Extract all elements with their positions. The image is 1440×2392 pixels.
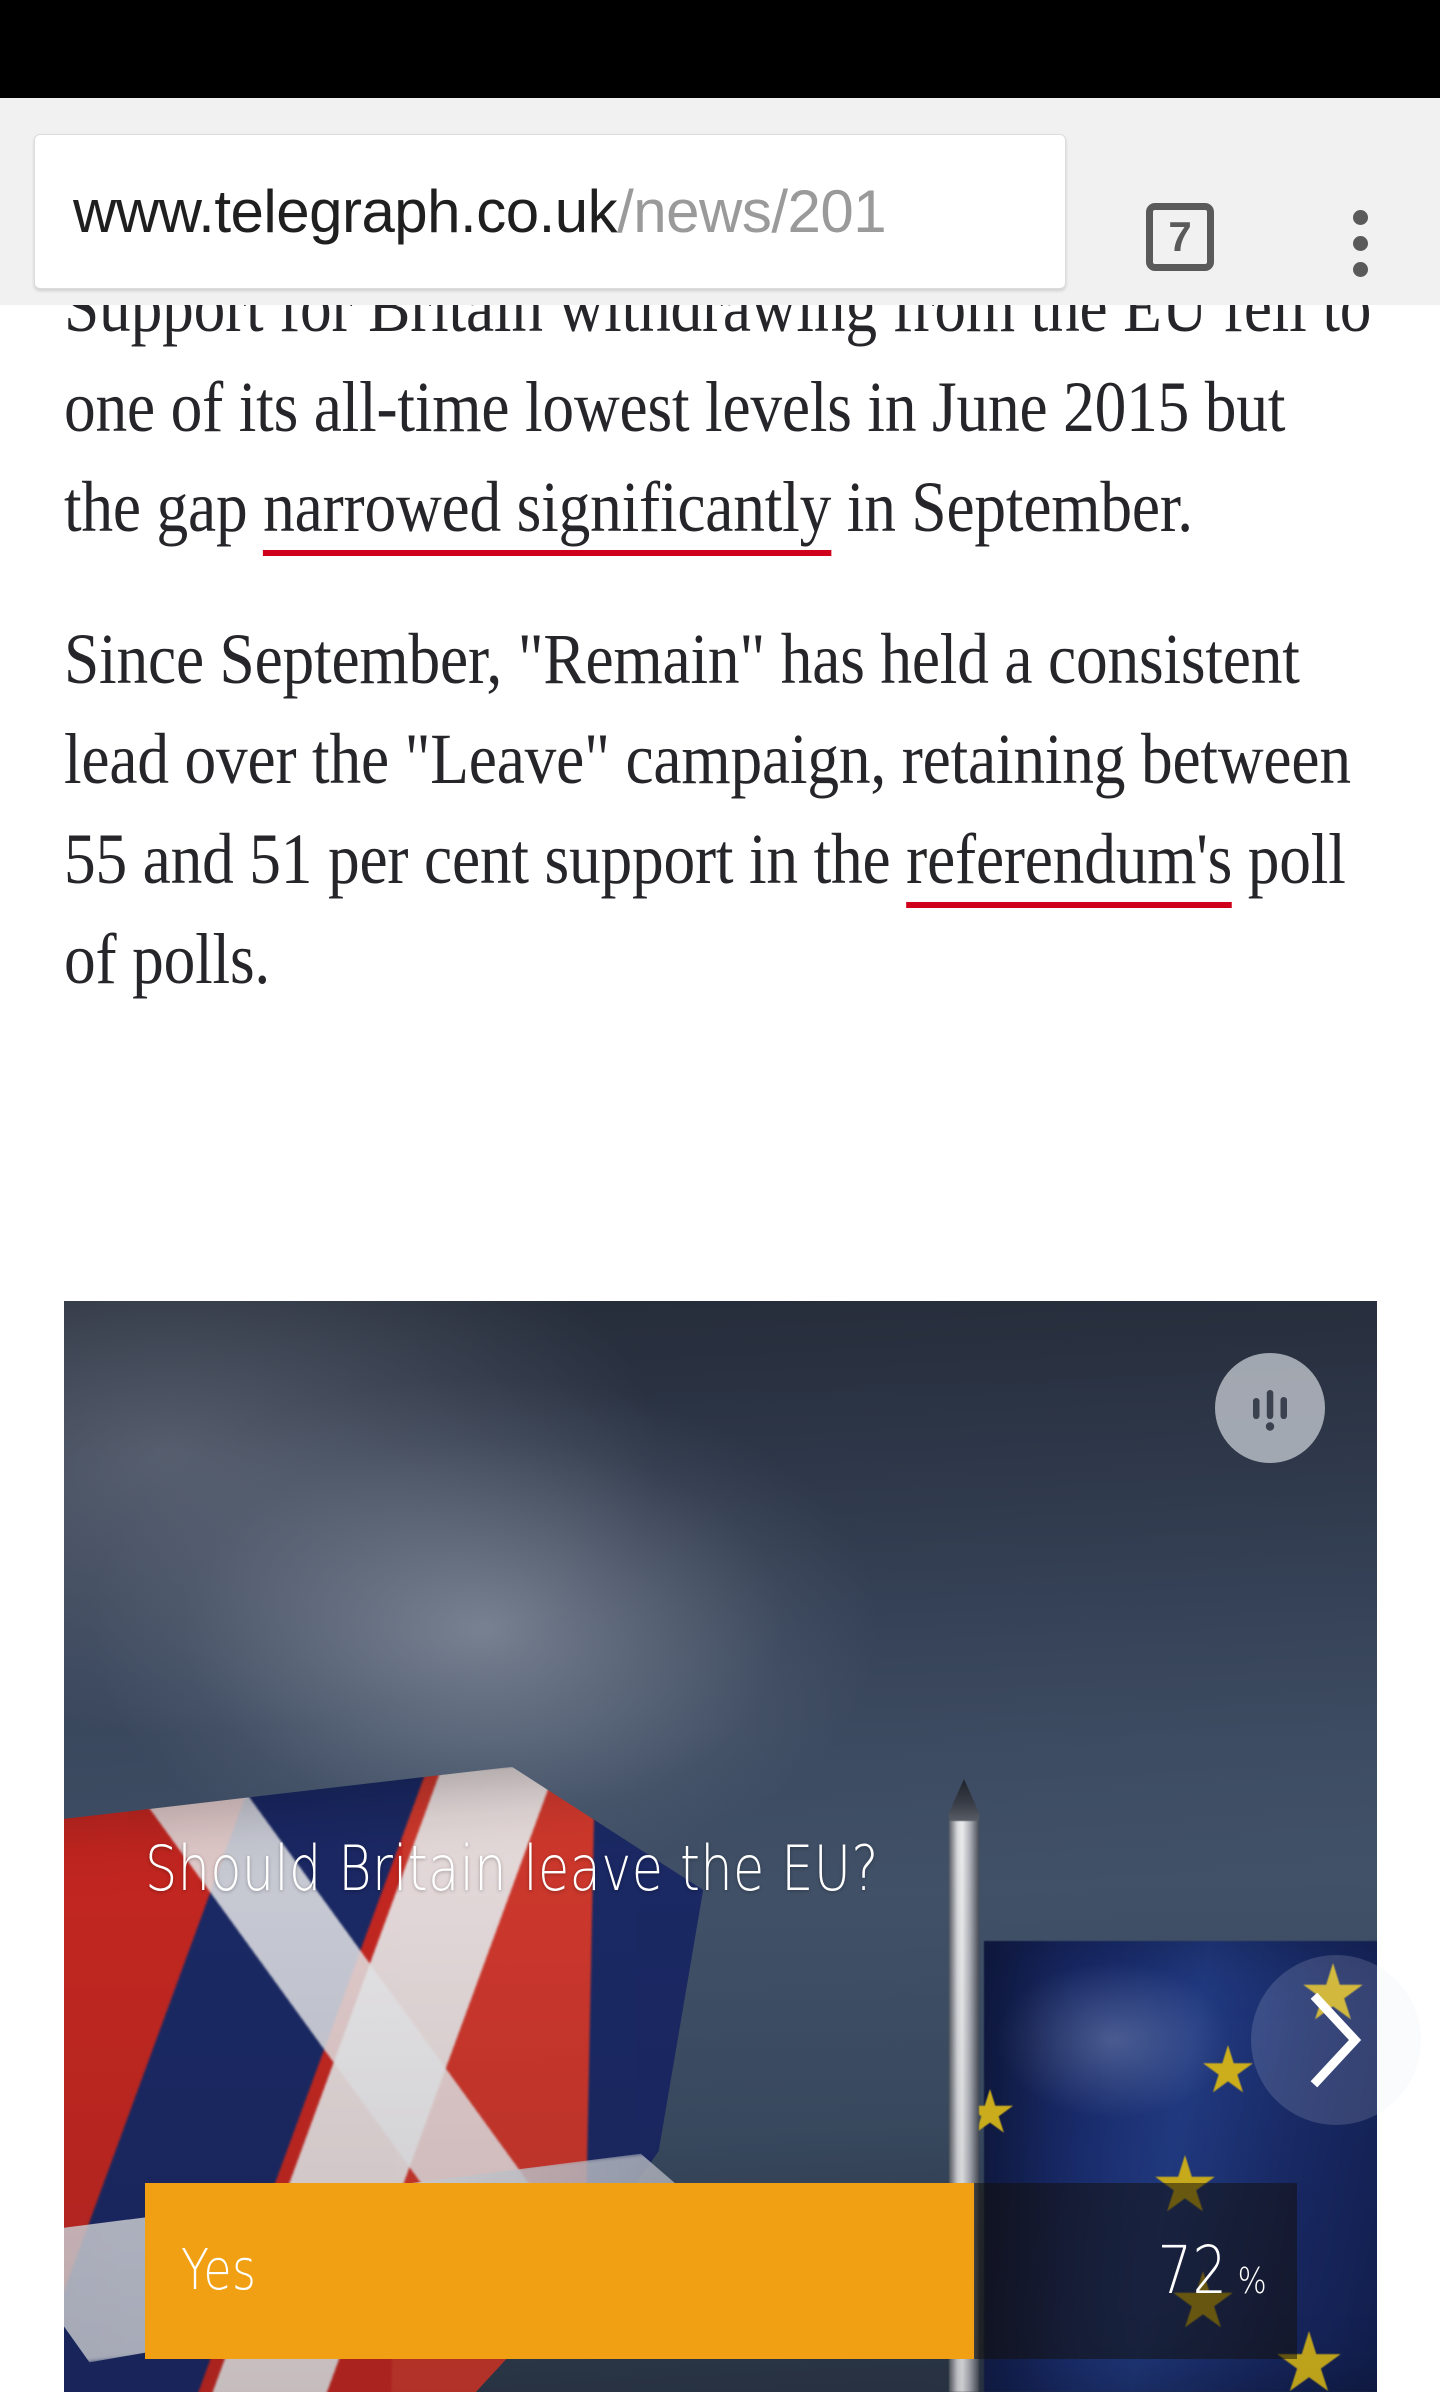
opinary-brand-icon[interactable] <box>1215 1353 1325 1463</box>
android-status-bar <box>0 0 1440 98</box>
article-text: Since September, "Remain" has held a con… <box>64 619 1351 899</box>
overflow-menu-button[interactable] <box>1320 198 1400 288</box>
article-paragraph: Support for Britain withdrawing from the… <box>64 305 1376 557</box>
poll-answer-percent-symbol: % <box>1237 2261 1267 2302</box>
omnibox-host: www.telegraph.co.uk <box>73 177 618 245</box>
address-bar[interactable]: www.telegraph.co.uk/news/201 <box>34 134 1066 289</box>
poll-answer-row[interactable]: Yes 72% <box>145 2183 1297 2359</box>
menu-dot-icon <box>1352 261 1368 277</box>
poll-question-text: Should Britain leave the EU? <box>145 1832 879 1905</box>
menu-dot-icon <box>1352 235 1368 251</box>
omnibox-url: www.telegraph.co.uk/news/201 <box>73 181 887 242</box>
article-text: poll of polls. <box>64 819 1346 999</box>
poll-answer-percent-number: 72 <box>1157 2232 1228 2309</box>
poll-next-button[interactable] <box>1251 1955 1421 2125</box>
tab-count-label: 7 <box>1168 213 1192 260</box>
article-text: in September. <box>831 467 1193 547</box>
omnibox-path: /news/201 <box>617 177 887 245</box>
article-text: Support for Britain withdrawing from the… <box>64 305 1372 547</box>
article-inline-link[interactable]: referendum's <box>906 819 1232 908</box>
poll-answer-percent: 72% <box>1150 2238 1269 2304</box>
poll-answer-label: Yes <box>181 2238 257 2303</box>
browser-toolbar: www.telegraph.co.uk/news/201 7 <box>0 98 1440 305</box>
tab-switcher-button[interactable]: 7 <box>1146 203 1214 271</box>
article-paragraph: Since September, "Remain" has held a con… <box>64 609 1376 1009</box>
menu-dot-icon <box>1352 209 1368 225</box>
poll-answer-bar-fill <box>145 2183 975 2359</box>
article-body: Support for Britain withdrawing from the… <box>0 305 1440 1061</box>
article-inline-link[interactable]: narrowed significantly <box>263 467 831 556</box>
